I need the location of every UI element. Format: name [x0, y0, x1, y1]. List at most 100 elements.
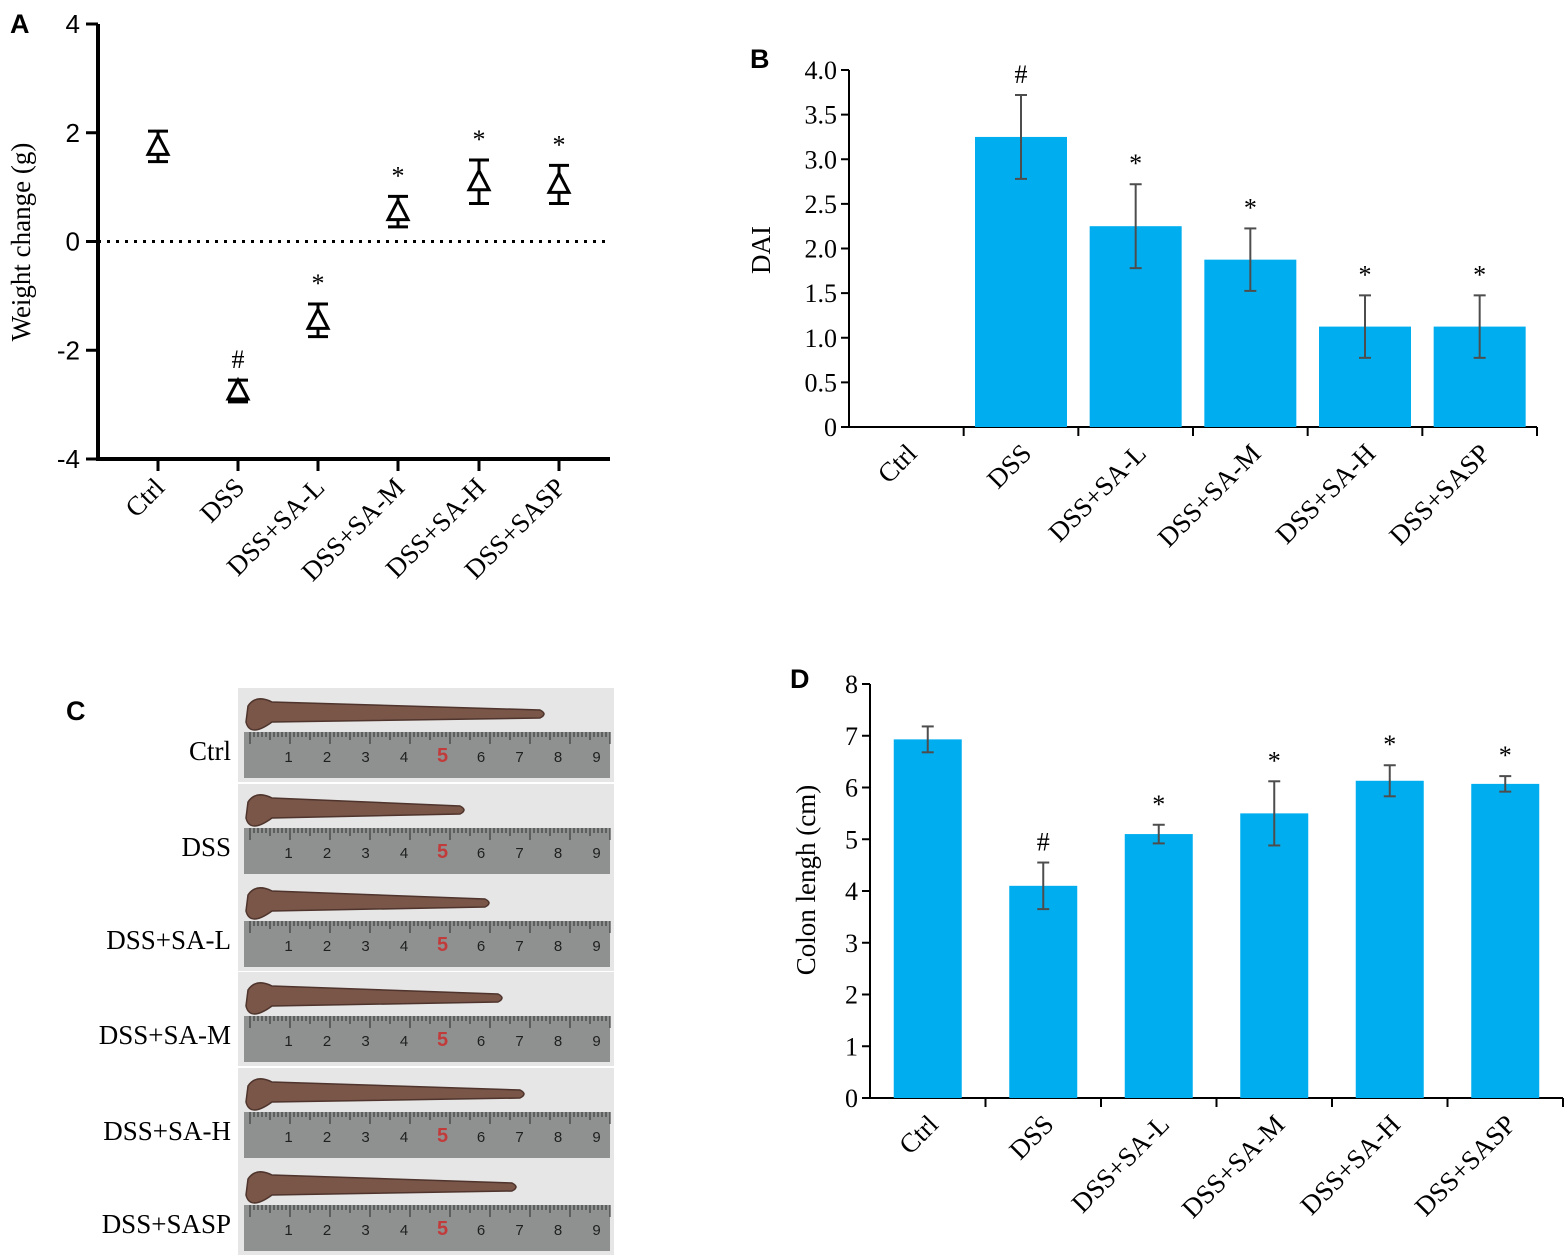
panel-a-point-triangle	[145, 132, 171, 156]
panel-b-y-tick-label: 1.5	[805, 279, 838, 308]
panel-b-x-tick-label: DSS+SA-H	[1270, 438, 1382, 550]
panel-c-ruler-number: 4	[400, 749, 408, 766]
panel-d-y-tick-label: 8	[845, 670, 858, 699]
panel-c-ruler-number: 1	[284, 749, 292, 766]
panel-b-significance-mark: *	[1359, 260, 1372, 289]
panel-c-ruler-number: 6	[477, 749, 485, 766]
panel-c-ruler	[244, 828, 610, 874]
panel-c-ruler-number: 2	[323, 938, 331, 955]
panel-d-x-tick-label: DSS+SA-M	[1176, 1109, 1291, 1224]
panel-c-ruler-number: 6	[477, 1033, 485, 1050]
panel-b-y-tick-label: 3.5	[805, 101, 838, 130]
panel-d-x-tick-label: Ctrl	[893, 1109, 944, 1160]
panel-c-ruler-number: 5	[437, 1125, 448, 1147]
panel-c-ruler	[244, 921, 610, 967]
panel-d-bar	[1355, 780, 1424, 1098]
panel-d-y-tick-label: 2	[845, 981, 858, 1010]
panel-c-ruler-number: 1	[284, 938, 292, 955]
panel-c-ruler-number: 7	[515, 1033, 523, 1050]
panel-c-ruler-number: 3	[361, 938, 369, 955]
panel-d-x-tick-label: DSS+SASP	[1409, 1109, 1522, 1222]
panel-c-ruler-number: 5	[437, 934, 448, 956]
panel-b-y-tick-label: 4.0	[805, 56, 838, 85]
panel-d-significance-mark: *	[1152, 790, 1165, 819]
panel-a-significance-mark: #	[232, 345, 245, 374]
panel-c-ruler-number: 9	[592, 845, 600, 862]
panel-c-ruler-number: 5	[437, 1029, 448, 1051]
panel-b-significance-mark: *	[1244, 193, 1257, 222]
panel-c-ruler-number: 4	[400, 1222, 408, 1239]
panel-c-ruler-number: 6	[477, 845, 485, 862]
panel-c-ruler-number: 2	[323, 1129, 331, 1146]
panel-b-chart: DAI 0 0.5 1.0 1.5 2.0 2.5 3.0 3.5 4.0 Ctrl # DSS * DS…	[746, 56, 1538, 553]
panel-b-x-tick-label: Ctrl	[872, 438, 923, 489]
panel-c-ruler-number: 7	[515, 1222, 523, 1239]
panel-c-ruler-number: 7	[515, 845, 523, 862]
panel-c-row-label: DSS+SA-M	[99, 1020, 231, 1050]
panel-c-colon-specimen	[245, 982, 503, 1015]
panel-d-y-tick-label: 7	[845, 722, 858, 751]
panel-b-y-axis-label: DAI	[746, 226, 776, 274]
panel-c-ruler-number: 1	[284, 1033, 292, 1050]
panel-c-row-label: DSS+SA-L	[106, 925, 231, 955]
panel-letter-c: C	[66, 696, 86, 726]
panel-d-y-axis-label: Colon lengh (cm)	[791, 785, 821, 975]
panel-a-significance-mark: *	[553, 130, 566, 159]
panel-b-y-tick-label: 2.5	[805, 190, 838, 219]
panel-c-colon-specimen	[245, 698, 545, 731]
panel-b-y-tick-label: 2.0	[805, 235, 838, 264]
panel-c-ruler-number: 2	[323, 1222, 331, 1239]
panel-d-y-tick-label: 6	[845, 774, 858, 803]
panel-b-y-tick-label: 1.0	[805, 324, 838, 353]
panel-c-row-label: DSS+SA-H	[103, 1116, 231, 1146]
panel-c-ruler-number: 3	[361, 749, 369, 766]
panel-c-colon-specimen	[245, 794, 465, 827]
panel-d-bar	[893, 739, 962, 1098]
panel-b-x-tick-label: DSS+SA-L	[1042, 438, 1151, 547]
panel-letter-b: B	[750, 44, 770, 74]
panel-a-y-axis-label: Weight change (g)	[6, 143, 36, 342]
panel-b-significance-mark: *	[1129, 149, 1142, 178]
panel-a-x-tick-label: Ctrl	[119, 472, 170, 523]
panel-c-ruler-number: 8	[554, 749, 562, 766]
panel-a-y-tick-label: -2	[57, 335, 80, 365]
panel-b-y-tick-label: 0	[824, 413, 837, 442]
panel-c-ruler-number: 5	[437, 841, 448, 863]
panel-c-ruler-number: 1	[284, 845, 292, 862]
panel-c-ruler	[244, 732, 610, 778]
panel-d-significance-mark: *	[1499, 741, 1512, 770]
panel-c-colon-specimen	[245, 1078, 525, 1111]
panel-b-significance-mark: *	[1473, 260, 1486, 289]
panel-c-ruler-number: 8	[554, 1222, 562, 1239]
panel-a-y-tick-label: 0	[66, 227, 80, 257]
panel-d-x-tick-label: DSS+SA-L	[1066, 1109, 1175, 1218]
panel-a-y-tick-label: -4	[57, 444, 80, 474]
panel-c-ruler-number: 9	[592, 1033, 600, 1050]
panel-c-ruler-number: 3	[361, 1129, 369, 1146]
panel-c-ruler-number: 9	[592, 938, 600, 955]
panel-c-ruler-number: 4	[400, 1033, 408, 1050]
panel-d-significance-mark: *	[1268, 746, 1281, 775]
panel-a-x-tick-label: DSS	[194, 472, 250, 528]
panel-c-ruler-number: 8	[554, 1033, 562, 1050]
panel-c-row-label: DSS+SASP	[102, 1209, 231, 1239]
panel-b-y-tick-label: 3.0	[805, 145, 838, 174]
panel-d-bar	[1124, 834, 1193, 1098]
panel-a-chart: Weight change (g) -4-2024Ctrl#DSS*DSS+SA…	[6, 9, 610, 587]
panel-c-ruler-number: 8	[554, 938, 562, 955]
panel-c-ruler-number: 7	[515, 1129, 523, 1146]
panel-c-ruler-number: 4	[400, 938, 408, 955]
panel-b-significance-mark: #	[1015, 60, 1028, 89]
panel-c-ruler-number: 3	[361, 1033, 369, 1050]
panel-b-bar	[975, 136, 1067, 427]
panel-d-y-tick-label: 1	[845, 1032, 858, 1061]
panel-d-y-tick-label: 5	[845, 825, 858, 854]
panel-a-y-tick-label: 2	[66, 118, 80, 148]
panel-letter-d: D	[790, 664, 810, 694]
panel-c-colon-specimen	[245, 887, 490, 920]
panel-c-ruler-number: 9	[592, 1129, 600, 1146]
panel-c-ruler-number: 6	[477, 1222, 485, 1239]
panel-c-ruler-number: 5	[437, 1218, 448, 1240]
panel-c-ruler-number: 2	[323, 749, 331, 766]
